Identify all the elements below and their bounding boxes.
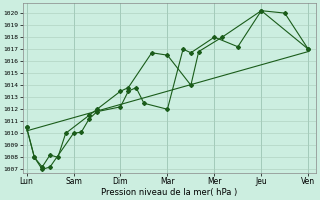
X-axis label: Pression niveau de la mer( hPa ): Pression niveau de la mer( hPa ): [101, 188, 237, 197]
